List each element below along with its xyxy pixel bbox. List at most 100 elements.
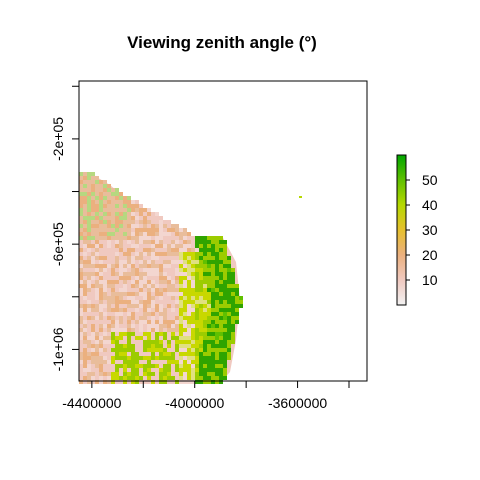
raster-cell xyxy=(199,320,203,324)
raster-cell xyxy=(175,340,179,344)
raster-cell xyxy=(211,272,215,276)
raster-cell xyxy=(139,284,143,288)
raster-cell xyxy=(91,236,95,240)
raster-cell xyxy=(207,320,211,324)
raster-cell xyxy=(95,232,99,236)
raster-cell xyxy=(147,224,151,228)
raster-cell xyxy=(231,336,235,340)
raster-cell xyxy=(175,240,179,244)
raster-cell xyxy=(191,344,195,348)
raster-cell xyxy=(115,284,119,288)
raster-cell xyxy=(123,344,127,348)
raster-cell xyxy=(79,352,83,356)
raster-cell xyxy=(91,364,95,368)
raster-cell xyxy=(227,284,231,288)
raster-cell xyxy=(115,216,119,220)
raster-cell xyxy=(179,228,183,232)
raster-cell xyxy=(227,304,231,308)
raster-cell xyxy=(119,196,123,200)
raster-cell xyxy=(103,336,107,340)
raster-cell xyxy=(123,300,127,304)
raster-cell xyxy=(171,236,175,240)
raster-cell xyxy=(171,260,175,264)
raster-cell xyxy=(103,348,107,352)
raster-cell xyxy=(159,264,163,268)
raster-cell xyxy=(95,300,99,304)
raster-cell xyxy=(163,296,167,300)
raster-cell xyxy=(163,320,167,324)
raster-cell xyxy=(231,332,235,336)
raster-cell xyxy=(79,332,83,336)
raster-cell xyxy=(171,268,175,272)
raster-cell xyxy=(179,308,183,312)
raster-cell xyxy=(175,252,179,256)
raster-cell xyxy=(79,280,83,284)
raster-cell xyxy=(135,264,139,268)
raster-cell xyxy=(83,184,87,188)
raster-cell xyxy=(119,276,123,280)
raster-cell xyxy=(163,304,167,308)
raster-cell xyxy=(95,248,99,252)
raster-cell xyxy=(95,236,99,240)
raster-cell xyxy=(219,260,223,264)
raster-cell xyxy=(107,264,111,268)
raster-cell xyxy=(131,264,135,268)
raster-cell xyxy=(215,240,219,244)
raster-cell xyxy=(99,300,103,304)
raster-cell xyxy=(111,204,115,208)
raster-cell xyxy=(119,224,123,228)
raster-cell xyxy=(95,344,99,348)
raster-cell xyxy=(123,256,127,260)
raster-cell xyxy=(223,360,227,364)
raster-cell xyxy=(91,312,95,316)
raster-cell xyxy=(203,284,207,288)
raster-cell xyxy=(103,228,107,232)
raster-cell xyxy=(151,268,155,272)
raster-cell xyxy=(111,220,115,224)
raster-cell xyxy=(159,248,163,252)
raster-cell xyxy=(123,308,127,312)
raster-cell xyxy=(203,236,207,240)
raster-cell xyxy=(179,360,183,364)
raster-cell xyxy=(123,280,127,284)
raster-cell xyxy=(187,308,191,312)
raster-cell xyxy=(95,368,99,372)
raster-cell xyxy=(103,232,107,236)
raster-cell xyxy=(223,356,227,360)
raster-cell xyxy=(139,296,143,300)
raster-cell xyxy=(87,296,91,300)
raster-cell xyxy=(215,244,219,248)
raster-cell xyxy=(91,200,95,204)
raster-cell xyxy=(119,304,123,308)
raster-cell xyxy=(183,380,187,384)
raster-cell xyxy=(139,328,143,332)
raster-cell xyxy=(135,220,139,224)
raster-cell xyxy=(223,328,227,332)
raster-cell xyxy=(167,232,171,236)
raster-cell xyxy=(87,320,91,324)
raster-cell xyxy=(87,376,91,380)
raster-cell xyxy=(127,308,131,312)
raster-cell xyxy=(119,332,123,336)
raster-cell xyxy=(111,324,115,328)
raster-cell xyxy=(123,276,127,280)
raster-cell xyxy=(107,244,111,248)
raster-cell xyxy=(79,228,83,232)
raster-cell xyxy=(151,336,155,340)
raster-cell xyxy=(167,348,171,352)
raster-cell xyxy=(87,256,91,260)
raster-cell xyxy=(183,240,187,244)
raster-cell xyxy=(99,308,103,312)
raster-cell xyxy=(119,352,123,356)
raster-cell xyxy=(83,380,87,384)
raster-cell xyxy=(203,280,207,284)
raster-cell xyxy=(131,336,135,340)
raster-cell xyxy=(195,256,199,260)
raster-cell xyxy=(167,276,171,280)
raster-cell xyxy=(139,236,143,240)
raster-cell xyxy=(163,228,167,232)
raster-cell xyxy=(167,356,171,360)
raster-cell xyxy=(203,376,207,380)
raster-cell xyxy=(151,308,155,312)
raster-cell xyxy=(183,288,187,292)
